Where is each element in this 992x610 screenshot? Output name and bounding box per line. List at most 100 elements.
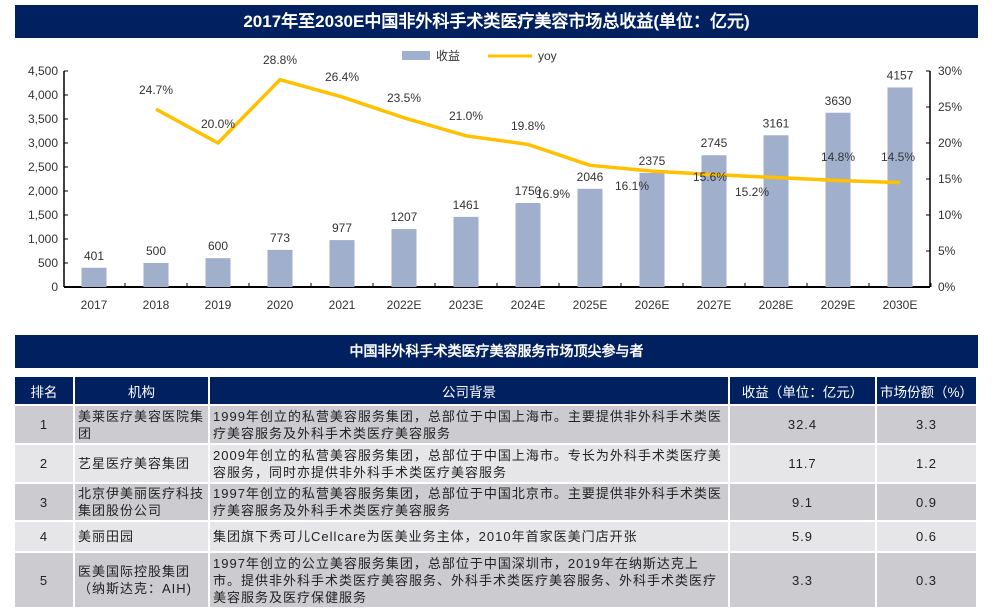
table-row: 4 美丽田园 集团旗下秀可儿Cellcare为医美业务主体，2010年首家医美门店开… (15, 522, 976, 551)
org-cell: 美丽田园 (75, 522, 208, 551)
background-cell: 2009年创立的私营美容服务集团，总部位于中国上海市。专长为外科手术类医疗美容服… (210, 445, 728, 482)
revenue-bar (453, 216, 479, 287)
legend-label-yoy: yoy (538, 49, 557, 63)
revenue-bar (81, 267, 107, 287)
table-title: 中国非外科手术类医疗美容服务市场顶尖参与者 (15, 335, 978, 368)
header-background: 公司背景 (210, 377, 728, 404)
revenue-bar (329, 240, 355, 287)
left-tick-label: 1,000 (28, 232, 58, 246)
revenue-label: 2375 (639, 154, 666, 168)
revenue-label: 600 (208, 239, 228, 253)
header-share: 市场份额（%） (877, 377, 976, 404)
left-tick-label: 4,000 (28, 88, 58, 102)
revenue-label: 3161 (763, 116, 790, 130)
x-tick-label: 2022E (387, 298, 422, 312)
revenue-bar (143, 263, 169, 287)
x-tick-label: 2019 (205, 298, 232, 312)
yoy-label: 24.7% (139, 83, 173, 97)
legend-label-revenue: 收益 (436, 49, 460, 63)
revenue-label: 500 (146, 244, 166, 258)
share-cell: 0.3 (877, 553, 976, 607)
left-tick-label: 1,500 (28, 208, 58, 222)
share-cell: 0.9 (877, 484, 976, 520)
revenue-label: 1750 (515, 184, 542, 198)
yoy-label: 28.8% (263, 53, 297, 67)
revenue-chart: 0 500 1,000 1,500 2,000 2,500 3,000 3,500 4,000 4… (28, 49, 962, 312)
revenue-bar (577, 188, 603, 287)
share-cell: 3.3 (877, 406, 976, 443)
yoy-label: 20.0% (201, 117, 235, 131)
revenue-label: 773 (270, 231, 290, 245)
table-row: 2 艺星医疗美容集团 2009年创立的私营美容服务集团，总部位于中国上海市。专长为外… (15, 445, 976, 482)
revenue-label: 1461 (453, 198, 480, 212)
left-tick-label: 500 (38, 256, 58, 270)
revenue-cell: 3.3 (730, 553, 875, 607)
yoy-label: 16.9% (536, 187, 570, 201)
x-tick-label: 2026E (635, 298, 670, 312)
background-cell: 1997年创立的公立美容服务集团，总部位于中国深圳市，2019年在纳斯达克上市。… (210, 553, 728, 607)
header-revenue: 收益（单位：亿元） (730, 377, 875, 404)
revenue-label: 977 (332, 221, 352, 235)
revenue-label: 2745 (701, 136, 728, 150)
revenue-bar (515, 203, 541, 287)
share-cell: 0.6 (877, 522, 976, 551)
yoy-label: 16.1% (615, 179, 649, 193)
participants-table: 排名 机构 公司背景 收益（单位：亿元） 市场份额（%） 1 美莱医疗美容医院集团… (13, 375, 978, 609)
revenue-bar (391, 229, 417, 287)
x-tick-label: 2027E (697, 298, 732, 312)
right-tick-label: 20% (938, 136, 962, 150)
x-tick-label: 2025E (573, 298, 608, 312)
x-tick-label: 2029E (821, 298, 856, 312)
revenue-bar (205, 258, 231, 287)
rank-cell: 3 (15, 484, 73, 520)
table-row: 5 医美国际控股集团（纳斯达克：AIH) 1997年创立的公立美容服务集团，总部位于… (15, 553, 976, 607)
x-tick-label: 2023E (449, 298, 484, 312)
org-cell: 艺星医疗美容集团 (75, 445, 208, 482)
header-org: 机构 (75, 377, 208, 404)
yoy-label: 21.0% (449, 109, 483, 123)
revenue-cell: 5.9 (730, 522, 875, 551)
revenue-cell: 32.4 (730, 406, 875, 443)
revenue-bar (701, 155, 727, 287)
x-tick-label: 2020 (267, 298, 294, 312)
revenue-label: 2046 (577, 170, 604, 184)
table-row: 1 美莱医疗美容医院集团 1999年创立的私营美容服务集团，总部位于中国上海市。主要… (15, 406, 976, 443)
x-tick-label: 2030E (883, 298, 918, 312)
yoy-label: 26.4% (325, 70, 359, 84)
background-cell: 1999年创立的私营美容服务集团，总部位于中国上海市。主要提供非外科手术类医疗美… (210, 406, 728, 443)
yoy-label: 14.8% (821, 150, 855, 164)
revenue-bar (887, 87, 913, 287)
yoy-label: 15.6% (693, 170, 727, 184)
left-tick-label: 2,500 (28, 160, 58, 174)
revenue-label: 401 (84, 249, 104, 263)
revenue-cell: 11.7 (730, 445, 875, 482)
right-tick-label: 25% (938, 100, 962, 114)
background-cell: 集团旗下秀可儿Cellcare为医美业务主体，2010年首家医美门店开张 (210, 522, 728, 551)
yoy-label: 15.2% (735, 185, 769, 199)
right-tick-label: 10% (938, 208, 962, 222)
revenue-label: 3630 (825, 94, 852, 108)
left-tick-label: 3,500 (28, 112, 58, 126)
yoy-label: 23.5% (387, 91, 421, 105)
right-tick-label: 0% (938, 280, 956, 294)
revenue-bar (763, 135, 789, 287)
yoy-line (155, 77, 901, 185)
left-tick-label: 4,500 (28, 64, 58, 78)
org-cell: 医美国际控股集团（纳斯达克：AIH) (75, 553, 208, 607)
x-tick-label: 2021 (329, 298, 356, 312)
x-tick-label: 2028E (759, 298, 794, 312)
revenue-label: 4157 (887, 68, 914, 82)
yoy-label: 14.5% (881, 150, 915, 164)
left-tick-label: 3,000 (28, 136, 58, 150)
share-cell: 1.2 (877, 445, 976, 482)
rank-cell: 1 (15, 406, 73, 443)
revenue-bar (267, 249, 293, 287)
left-tick-label: 2,000 (28, 184, 58, 198)
header-rank: 排名 (15, 377, 73, 404)
left-tick-label: 0 (51, 280, 58, 294)
rank-cell: 5 (15, 553, 73, 607)
rank-cell: 4 (15, 522, 73, 551)
x-tick-label: 2024E (511, 298, 546, 312)
org-cell: 北京伊美丽医疗科技集团股份公司 (75, 484, 208, 520)
revenue-label: 1207 (391, 210, 418, 224)
